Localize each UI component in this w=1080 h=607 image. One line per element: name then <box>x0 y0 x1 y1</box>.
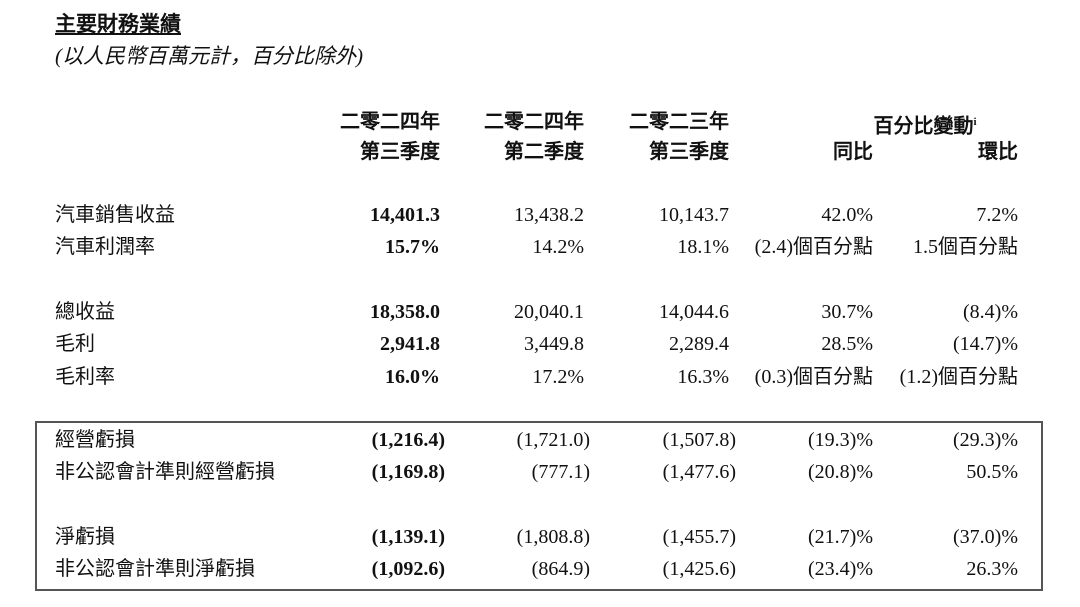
cell-value: 14.2% <box>532 236 584 258</box>
cell-value: 18.1% <box>677 236 729 258</box>
cell-value: (14.7)% <box>953 333 1018 355</box>
cell-value: 30.7% <box>821 301 873 323</box>
cell-value: (29.3)% <box>953 429 1018 451</box>
cell-value: 2,941.8 <box>380 333 440 355</box>
col-header: 第三季度 <box>360 141 440 163</box>
row-label: 非公認會計準則經營虧損 <box>55 461 275 483</box>
cell-value: (2.4)個百分點 <box>754 236 873 258</box>
footnote-marker: i <box>973 116 977 128</box>
row-label: 汽車銷售收益 <box>55 204 175 226</box>
cell-value: 13,438.2 <box>514 204 584 226</box>
cell-value: (23.4)% <box>808 558 873 580</box>
col-header: 第三季度 <box>649 141 729 163</box>
table-row: 毛利 2,941.8 3,449.8 2,289.4 28.5% (14.7)% <box>0 330 1080 358</box>
table-row: 經營虧損 (1,216.4) (1,721.0) (1,507.8) (19.3)% (2… <box>0 426 1080 454</box>
cell-value: 1.5個百分點 <box>913 236 1018 258</box>
cell-value: 14,044.6 <box>659 301 729 323</box>
cell-value: (1,169.8) <box>371 461 445 483</box>
col-header: 二零二四年 <box>484 111 584 133</box>
row-label: 汽車利潤率 <box>55 236 155 258</box>
cell-value: 7.2% <box>976 204 1018 226</box>
cell-value: (1.2)個百分點 <box>899 366 1018 388</box>
cell-value: 15.7% <box>385 236 440 258</box>
table-row: 毛利率 16.0% 17.2% 16.3% (0.3)個百分點 (1.2)個百分點 <box>0 363 1080 391</box>
cell-value: (1,139.1) <box>371 526 445 548</box>
cell-value: (1,721.0) <box>516 429 590 451</box>
cell-value: 50.5% <box>966 461 1018 483</box>
cell-value: (37.0)% <box>953 526 1018 548</box>
table-row: 汽車利潤率 15.7% 14.2% 18.1% (2.4)個百分點 1.5個百分點 <box>0 233 1080 261</box>
cell-value: (864.9) <box>531 558 590 580</box>
section-title: 主要財務業績 <box>55 12 181 36</box>
cell-value: (0.3)個百分點 <box>754 366 873 388</box>
cell-value: (1,092.6) <box>371 558 445 580</box>
cell-value: 28.5% <box>821 333 873 355</box>
cell-value: 18,358.0 <box>370 301 440 323</box>
cell-value: 42.0% <box>821 204 873 226</box>
row-label: 非公認會計準則淨虧損 <box>55 558 255 580</box>
header-row-2: 第三季度 第二季度 第三季度 同比 環比 <box>0 138 1080 166</box>
unit-note: (以人民幣百萬元計，百分比除外) <box>55 44 363 68</box>
col-header-qoq: 環比 <box>978 141 1018 163</box>
highlight-box <box>35 421 1043 591</box>
cell-value: (1,808.8) <box>516 526 590 548</box>
col-header: 二零二四年 <box>340 111 440 133</box>
table-row: 非公認會計準則經營虧損 (1,169.8) (777.1) (1,477.6) (20.… <box>0 458 1080 486</box>
cell-value: 17.2% <box>532 366 584 388</box>
cell-value: (777.1) <box>531 461 590 483</box>
table-row: 總收益 18,358.0 20,040.1 14,044.6 30.7% (8.4)% <box>0 298 1080 326</box>
cell-value: (21.7)% <box>808 526 873 548</box>
cell-value: 2,289.4 <box>669 333 729 355</box>
cell-value: (1,477.6) <box>662 461 736 483</box>
table-row: 汽車銷售收益 14,401.3 13,438.2 10,143.7 42.0% 7.2% <box>0 201 1080 229</box>
cell-value: 3,449.8 <box>524 333 584 355</box>
cell-value: (20.8)% <box>808 461 873 483</box>
cell-value: 16.3% <box>677 366 729 388</box>
cell-value: 26.3% <box>966 558 1018 580</box>
cell-value: (19.3)% <box>808 429 873 451</box>
change-group-header: 百分比變動i <box>860 108 990 141</box>
cell-value: 10,143.7 <box>659 204 729 226</box>
row-label: 淨虧損 <box>55 526 115 548</box>
cell-value: (1,425.6) <box>662 558 736 580</box>
col-header: 第二季度 <box>504 141 584 163</box>
row-label: 毛利 <box>55 333 95 355</box>
col-header: 二零二三年 <box>629 111 729 133</box>
cell-value: (1,455.7) <box>662 526 736 548</box>
col-header-yoy: 同比 <box>833 141 873 163</box>
cell-value: (8.4)% <box>963 301 1018 323</box>
cell-value: (1,216.4) <box>371 429 445 451</box>
cell-value: 14,401.3 <box>370 204 440 226</box>
table-row: 非公認會計準則淨虧損 (1,092.6) (864.9) (1,425.6) (23.4… <box>0 555 1080 583</box>
table-row: 淨虧損 (1,139.1) (1,808.8) (1,455.7) (21.7)% (37… <box>0 523 1080 551</box>
cell-value: (1,507.8) <box>662 429 736 451</box>
change-group-label: 百分比變動 <box>873 115 974 138</box>
row-label: 經營虧損 <box>55 429 135 451</box>
header-row-1: 二零二四年 二零二四年 二零二三年 <box>0 108 1080 136</box>
row-label: 毛利率 <box>55 366 115 388</box>
cell-value: 20,040.1 <box>514 301 584 323</box>
row-label: 總收益 <box>55 301 115 323</box>
cell-value: 16.0% <box>385 366 440 388</box>
